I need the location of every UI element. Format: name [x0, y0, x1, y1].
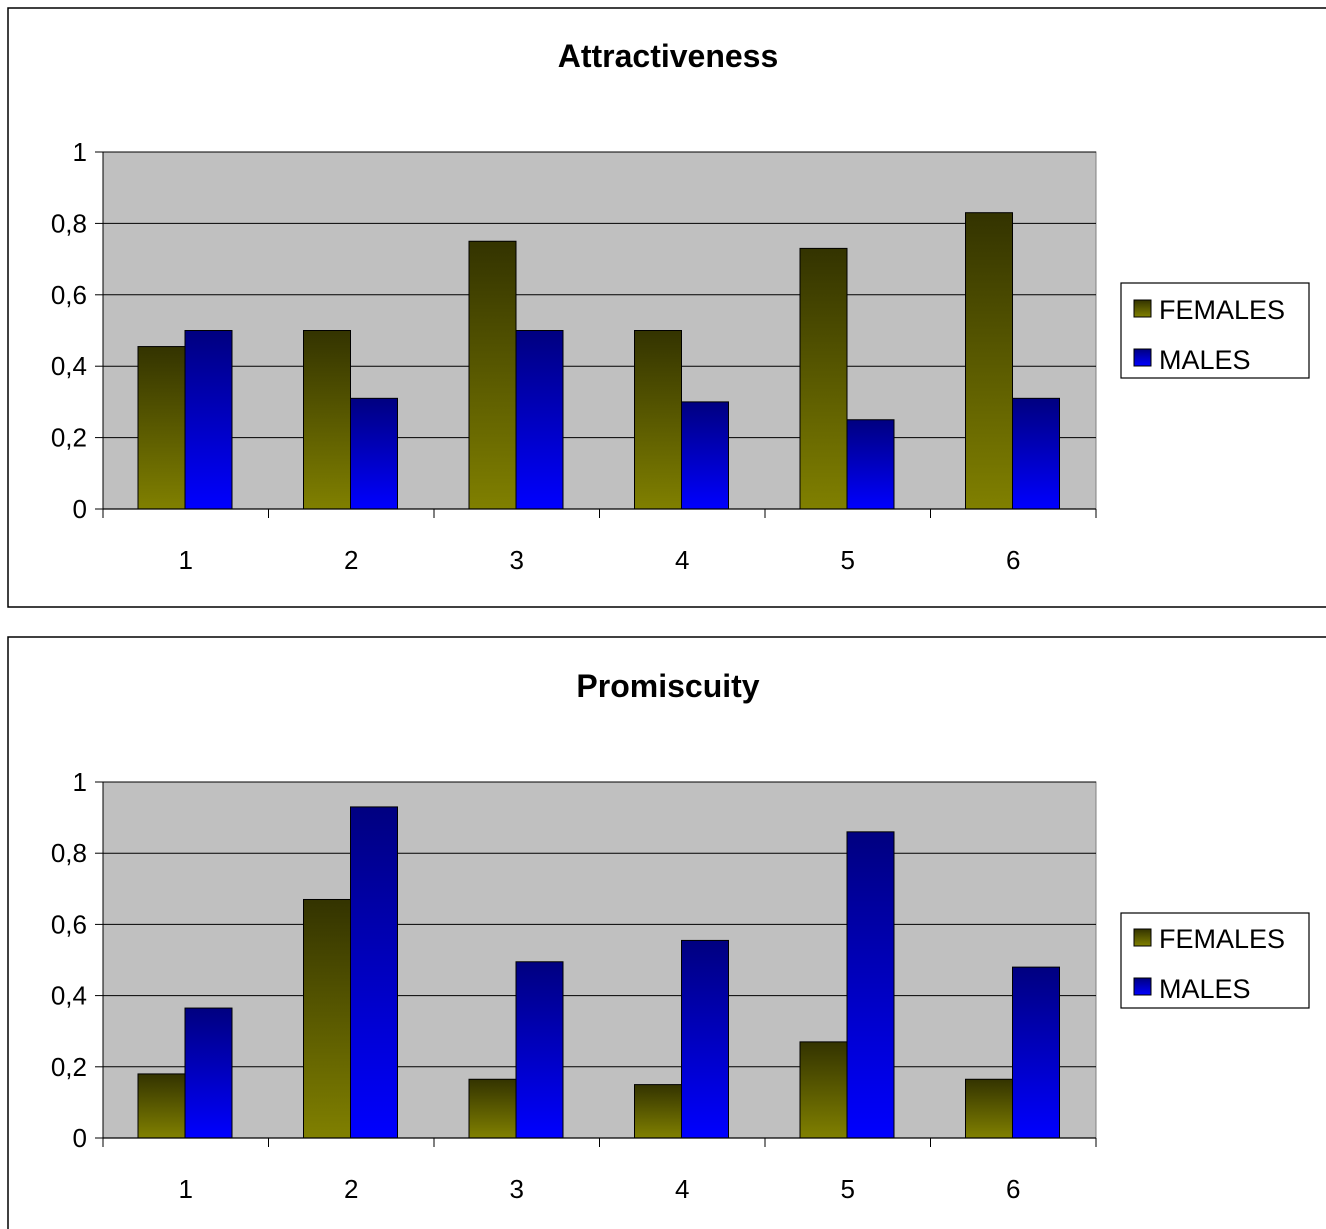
bar-females-4 — [634, 330, 682, 510]
bar-males-6 — [1012, 966, 1060, 1139]
y-tick-label: 0,4 — [51, 351, 87, 381]
bar-females-4 — [634, 1084, 682, 1139]
x-tick-label: 2 — [344, 545, 358, 575]
chart-title: Promiscuity — [576, 668, 759, 704]
bar-males-1 — [184, 1007, 233, 1139]
legend: FEMALES MALES — [1120, 282, 1310, 379]
legend-swatch-females — [1133, 299, 1152, 318]
bar-males-4 — [681, 939, 729, 1139]
y-tick-label: 0,8 — [51, 208, 87, 238]
plot-background — [102, 781, 1097, 1139]
bar-females-6 — [965, 212, 1013, 510]
y-tick-label: 0 — [73, 494, 87, 524]
chart-promiscuity: Promiscuity 0 0,2 0,4 0,6 0,8 1 1 2 3 4 5 6 FEMALES… — [7, 636, 1326, 1229]
bar-females-3 — [468, 240, 517, 510]
legend: FEMALES MALES — [1120, 912, 1310, 1009]
x-tick-label: 4 — [675, 1174, 689, 1204]
legend-swatch-males — [1133, 977, 1152, 996]
y-tick-label: 0,8 — [51, 838, 87, 868]
x-tick-label: 3 — [510, 545, 524, 575]
y-tick-label: 0,2 — [51, 423, 87, 453]
x-tick-label: 5 — [841, 1174, 855, 1204]
legend-label-females: FEMALES — [1159, 924, 1285, 954]
bar-males-3 — [515, 961, 564, 1139]
plot-area: 0 0,2 0,4 0,6 0,8 1 1 2 3 4 5 6 — [51, 767, 1097, 1204]
y-tick-label: 0,6 — [51, 909, 87, 939]
legend-label-males: MALES — [1159, 345, 1251, 375]
plot-area: 0 0,2 0,4 0,6 0,8 1 1 2 3 4 5 6 — [51, 137, 1097, 575]
legend-label-females: FEMALES — [1159, 295, 1285, 325]
legend-box — [1120, 282, 1310, 379]
bar-males-2 — [350, 806, 398, 1139]
x-tick-label: 6 — [1006, 545, 1020, 575]
x-tick-label: 3 — [510, 1174, 524, 1204]
x-tick-label: 1 — [179, 545, 193, 575]
plot-background — [102, 151, 1097, 510]
y-tick-label: 0,4 — [51, 981, 87, 1011]
x-tick-label: 4 — [675, 545, 689, 575]
bar-males-2 — [350, 397, 398, 510]
legend-swatch-females — [1133, 928, 1152, 947]
y-tick-label: 0 — [73, 1123, 87, 1153]
bar-males-3 — [515, 330, 564, 510]
legend-box — [1120, 912, 1310, 1009]
bar-females-2 — [303, 898, 351, 1139]
x-tick-label: 6 — [1006, 1174, 1020, 1204]
chart-title: Attractiveness — [558, 38, 779, 74]
y-tick-label: 1 — [73, 767, 87, 797]
x-tick-label: 1 — [179, 1174, 193, 1204]
legend-swatch-males — [1133, 348, 1152, 367]
y-tick-label: 1 — [73, 137, 87, 167]
bar-females-3 — [468, 1078, 517, 1139]
x-tick-label: 2 — [344, 1174, 358, 1204]
legend-label-males: MALES — [1159, 974, 1251, 1004]
bar-females-5 — [799, 1041, 848, 1139]
y-tick-label: 0,2 — [51, 1052, 87, 1082]
bar-males-4 — [681, 401, 729, 510]
bar-males-5 — [846, 419, 895, 510]
chart-attractiveness: Attractiveness 0 0,2 0,4 0,6 0,8 1 1 2 3 4 5 6 FEMA… — [7, 7, 1326, 608]
bar-females-6 — [965, 1078, 1013, 1139]
bar-males-5 — [846, 831, 895, 1139]
bar-females-5 — [799, 247, 848, 510]
bar-females-1 — [137, 346, 186, 510]
x-tick-label: 5 — [841, 545, 855, 575]
bar-females-1 — [137, 1073, 186, 1139]
bar-females-2 — [303, 330, 351, 510]
bar-males-6 — [1012, 397, 1060, 510]
bar-males-1 — [184, 330, 233, 510]
y-tick-label: 0,6 — [51, 280, 87, 310]
